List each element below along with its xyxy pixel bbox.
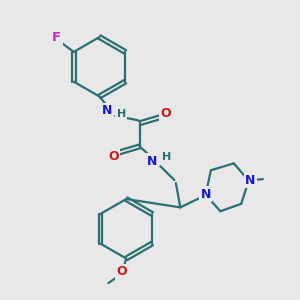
Text: N: N: [102, 104, 113, 117]
Text: O: O: [160, 107, 171, 120]
Text: N: N: [147, 155, 157, 168]
Text: O: O: [116, 266, 127, 278]
Text: N: N: [245, 173, 255, 187]
Text: N: N: [200, 188, 211, 201]
Text: O: O: [108, 150, 119, 163]
Text: F: F: [52, 32, 61, 44]
Text: H: H: [116, 109, 126, 119]
Text: H: H: [162, 152, 171, 162]
